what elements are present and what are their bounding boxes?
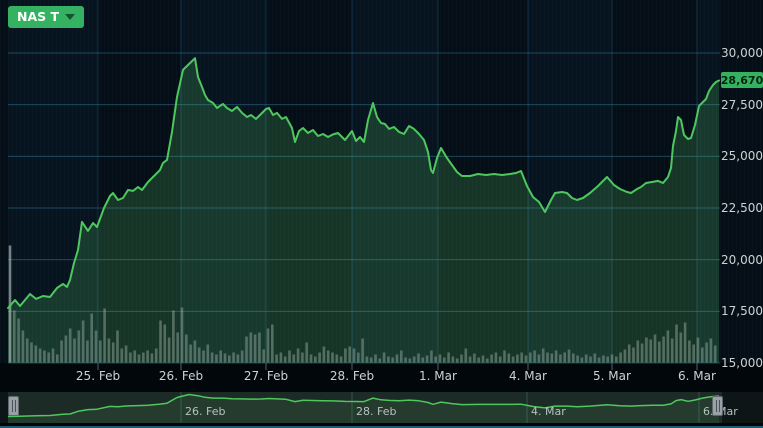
x-axis: 25. Feb 26. Feb 27. Feb 28. Feb 1. Mar 4. Mar… bbox=[0, 363, 763, 392]
bottom-gap bbox=[0, 423, 763, 426]
plot-background bbox=[0, 0, 763, 363]
x-axis-label: 6. Mar bbox=[678, 369, 716, 383]
navigator-right-grabber[interactable] bbox=[712, 396, 723, 416]
minor-grid-stripes bbox=[0, 0, 763, 363]
x-axis-label: 25. Feb bbox=[75, 369, 121, 383]
x-axis-strip bbox=[0, 363, 763, 392]
bottom-border-line bbox=[0, 426, 763, 428]
y-axis-label: 27,500 bbox=[721, 97, 763, 112]
y-axis-label: 25,000 bbox=[721, 149, 763, 164]
x-axis-label: 5. Mar bbox=[593, 369, 631, 383]
y-axis: 30,000 27,500 25,000 22,500 20,000 17,500 15,0… bbox=[721, 0, 763, 370]
last-price-badge: 28,670 bbox=[720, 72, 763, 89]
x-axis-label: 4. Mar bbox=[509, 369, 547, 383]
symbol-label: NAS T bbox=[17, 9, 60, 24]
symbol-selector-button[interactable]: NAS T bbox=[8, 6, 85, 28]
y-axis-label: 30,000 bbox=[721, 46, 763, 60]
x-axis-label: 28. Feb bbox=[329, 369, 375, 383]
navigator-left-grabber[interactable] bbox=[8, 396, 19, 416]
x-axis-label: 27. Feb bbox=[243, 369, 289, 383]
navigator-date-label: 26. Feb bbox=[185, 405, 226, 418]
x-axis-label: 1. Mar bbox=[419, 369, 457, 383]
caret-down-icon bbox=[65, 13, 76, 20]
y-axis-label: 20,000 bbox=[721, 252, 763, 267]
y-axis-label: 22,500 bbox=[721, 201, 763, 215]
last-price-value: 28,670 bbox=[720, 73, 763, 87]
x-axis-label: 26. Feb bbox=[158, 369, 204, 383]
navigator-date-label: 28. Feb bbox=[356, 405, 397, 418]
navigator-date-label: 4. Mar bbox=[531, 405, 566, 418]
y-axis-label: 17,500 bbox=[721, 304, 763, 319]
y-axis-label: 15,000 bbox=[721, 356, 763, 370]
